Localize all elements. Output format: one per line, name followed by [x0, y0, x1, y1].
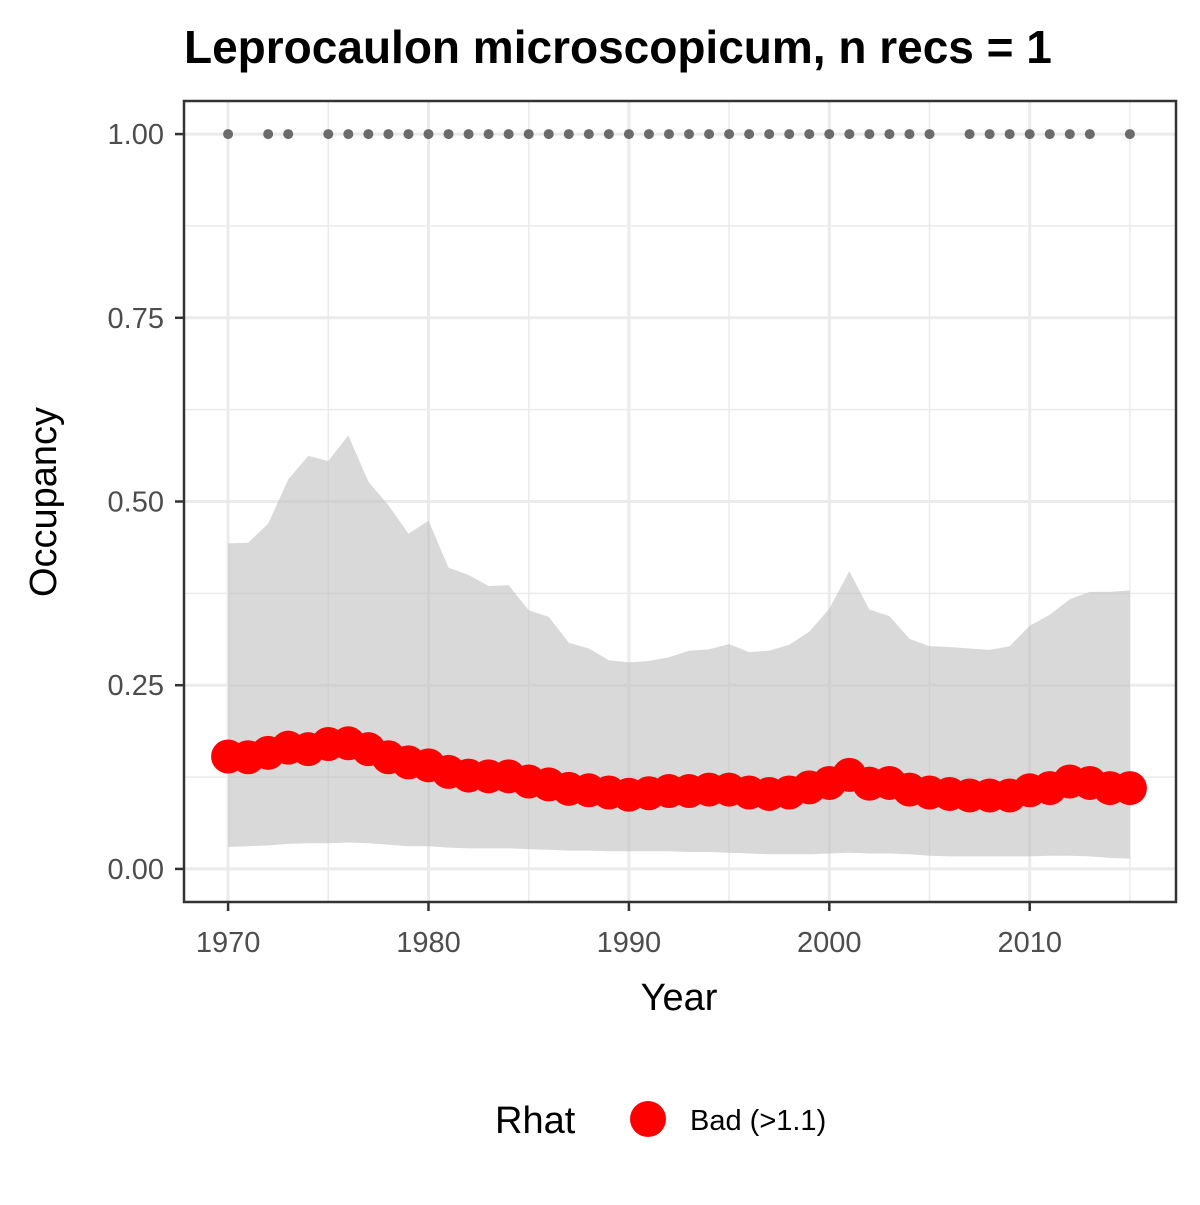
- legend-label-bad-rhat: Bad (>1.1): [690, 1105, 826, 1137]
- y-axis-title: Occupancy: [23, 407, 65, 597]
- x-tick-label: 2010: [997, 927, 1062, 959]
- record-point: [363, 129, 374, 140]
- x-tick-label: 1970: [196, 927, 261, 959]
- record-point: [263, 129, 274, 140]
- y-tick-label: 0.75: [108, 303, 164, 335]
- record-point: [483, 129, 494, 140]
- credible-interval-ribbon: [228, 435, 1130, 859]
- record-point: [423, 129, 434, 140]
- record-point: [403, 129, 414, 140]
- record-point: [924, 129, 935, 140]
- record-point: [623, 129, 634, 140]
- x-tick-label: 2000: [797, 927, 862, 959]
- record-point: [343, 129, 354, 140]
- record-point: [583, 129, 594, 140]
- record-point: [764, 129, 775, 140]
- y-tick-label: 0.25: [108, 670, 164, 702]
- record-point: [824, 129, 835, 140]
- record-point: [543, 129, 554, 140]
- record-point: [323, 129, 334, 140]
- record-point: [643, 129, 654, 140]
- record-point: [904, 129, 915, 140]
- record-point: [884, 129, 895, 140]
- record-point: [663, 129, 674, 140]
- record-point: [1064, 129, 1075, 140]
- y-tick-label: 0.00: [108, 854, 164, 886]
- record-point: [1044, 129, 1055, 140]
- y-tick-label: 0.50: [108, 487, 164, 519]
- record-point: [744, 129, 755, 140]
- record-point: [1124, 129, 1135, 140]
- record-point: [1024, 129, 1035, 140]
- record-point: [864, 129, 875, 140]
- record-point: [704, 129, 715, 140]
- legend-title: Rhat: [495, 1100, 576, 1142]
- record-point: [784, 129, 795, 140]
- record-point: [724, 129, 735, 140]
- legend: Rhat Bad (>1.1): [495, 1100, 826, 1142]
- record-point: [223, 129, 234, 140]
- record-point: [844, 129, 855, 140]
- record-point: [443, 129, 454, 140]
- record-point: [523, 129, 534, 140]
- record-point: [984, 129, 995, 140]
- chart-title: Leprocaulon microscopicum, n recs = 1: [184, 21, 1052, 73]
- x-tick-label: 1990: [597, 927, 662, 959]
- plot-panel: 0.00 0.25 0.50 0.75 1.00 1970 1980 1990 2000 2010: [108, 99, 1178, 959]
- occupancy-point: [1112, 771, 1147, 806]
- legend-key-bad-rhat: [630, 1101, 666, 1137]
- y-tick-label: 1.00: [108, 119, 164, 151]
- record-point: [563, 129, 574, 140]
- record-point: [804, 129, 815, 140]
- x-axis-title: Year: [641, 977, 718, 1019]
- record-point: [1084, 129, 1095, 140]
- record-point: [283, 129, 294, 140]
- record-point: [603, 129, 614, 140]
- record-point: [964, 129, 975, 140]
- record-point: [1004, 129, 1015, 140]
- x-tick-label: 1980: [396, 927, 461, 959]
- record-point: [463, 129, 474, 140]
- record-point: [383, 129, 394, 140]
- record-point: [684, 129, 695, 140]
- record-point: [503, 129, 514, 140]
